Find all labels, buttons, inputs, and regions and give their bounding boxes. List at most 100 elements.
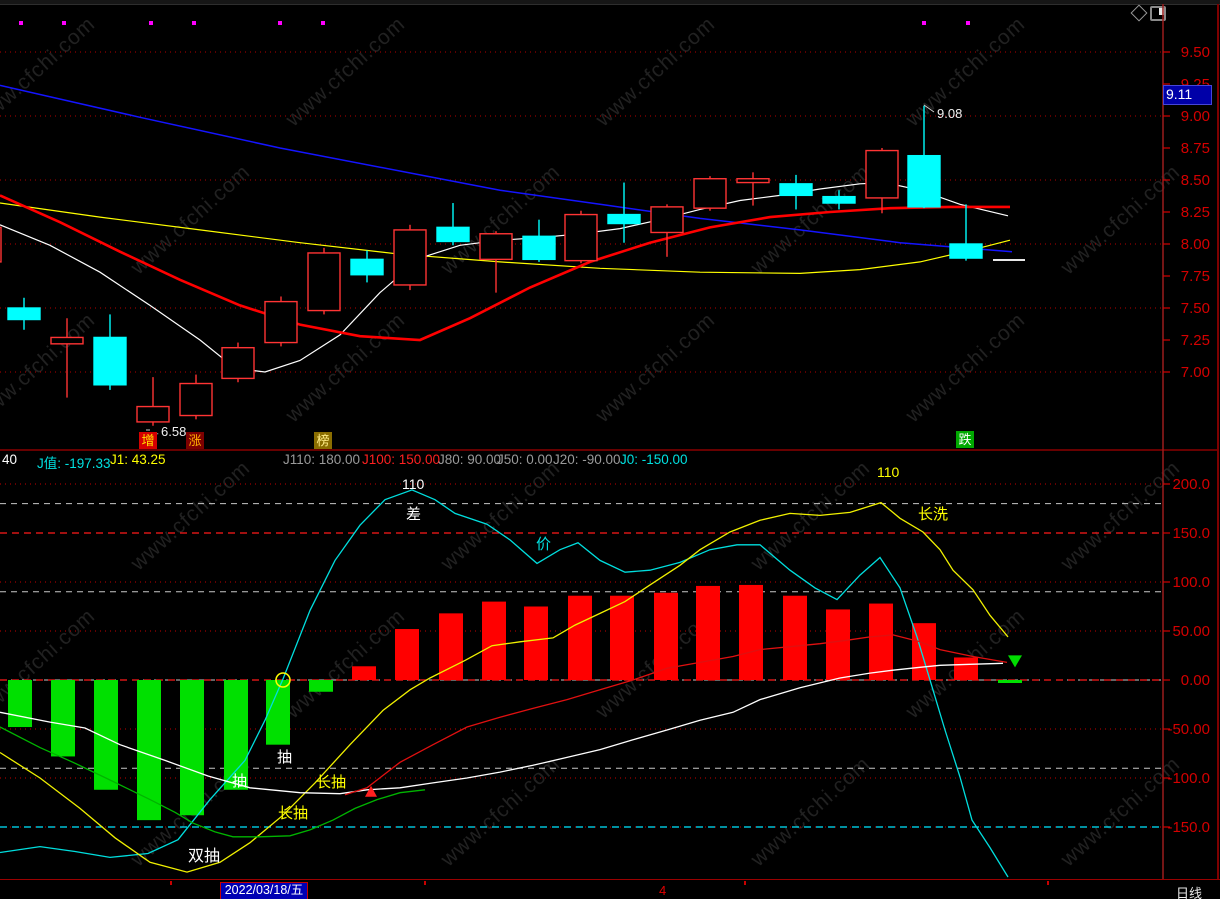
slow-white-line — [0, 662, 1004, 795]
candle-body — [350, 258, 384, 276]
MA-blue-line — [0, 84, 1013, 253]
status-bar: 2022/03/18/五 4 日线 — [0, 879, 1220, 899]
histogram-bar — [654, 592, 678, 680]
indicator-label: 长洗 — [918, 506, 948, 523]
indicator-label: 差 — [406, 506, 421, 523]
timeline-tick — [170, 881, 172, 885]
legend-item: J50: 0.00 — [497, 452, 553, 467]
candle-body — [50, 336, 84, 345]
date-badge: 2022/03/18/五 — [220, 882, 308, 899]
histogram-bar — [610, 595, 634, 680]
candle-body — [907, 154, 941, 208]
indicator-axis-label: 100.0 — [1172, 574, 1210, 591]
candle-body — [479, 233, 513, 261]
indicator-axis-label: 150.0 — [1172, 525, 1210, 542]
candle-body — [7, 307, 41, 321]
legend-item: J20: -90.00 — [553, 452, 621, 467]
indicator-axis-label: -150.0 — [1167, 819, 1210, 836]
candle-body — [607, 213, 641, 225]
histogram-bar — [51, 680, 75, 757]
histogram-bar — [309, 680, 333, 692]
buy-triangle-icon — [365, 785, 377, 797]
candle-body — [564, 213, 598, 262]
indicator-axis-label: -100.0 — [1167, 770, 1210, 787]
candle-body — [822, 195, 856, 204]
legend-item: J值: -197.33 — [37, 456, 111, 471]
price-axis-label: 9.50 — [1180, 44, 1210, 61]
MA-red-line — [0, 194, 1010, 342]
price-axis-label: 8.00 — [1180, 236, 1210, 253]
signal-dot — [966, 21, 970, 25]
indicator-axis-label: 0.00 — [1180, 672, 1210, 689]
legend-item: J1: 43.25 — [110, 452, 166, 467]
indicator-label: 110 — [402, 476, 425, 492]
histogram-bar — [352, 666, 376, 680]
legend-item: J110: 180.00 — [283, 452, 361, 467]
histogram-bar — [439, 613, 463, 680]
annotation-leader — [923, 104, 935, 113]
legend-item: 40 — [2, 452, 18, 467]
window-split-icon-pane — [1159, 8, 1164, 15]
indicator-axis-label: -50.00 — [1167, 721, 1210, 738]
candle-body — [93, 336, 127, 386]
indicator-axis-label: 200.0 — [1172, 476, 1210, 493]
indicator-label: 抽 — [277, 749, 292, 766]
indicator-axis-label: 50.00 — [1172, 623, 1210, 640]
histogram-bar — [739, 584, 763, 680]
window-split-icon[interactable] — [1150, 6, 1166, 21]
candle-body — [307, 252, 341, 312]
candle-body — [779, 183, 813, 197]
legend-item: J100: 150.00 — [362, 452, 441, 467]
candle-body — [522, 235, 556, 261]
legend-item: J80: 90.00 — [438, 452, 502, 467]
candle-body — [736, 178, 770, 184]
zero-cross-circle — [275, 672, 291, 688]
price-axis-label: 7.00 — [1180, 364, 1210, 381]
MA-white-line — [0, 181, 1009, 373]
candle-body — [221, 346, 255, 380]
candle-body — [949, 243, 983, 259]
candle-body — [179, 382, 213, 417]
signal-dot — [278, 21, 282, 25]
aux-green-line — [0, 726, 426, 838]
indicator-label: 双抽 — [188, 847, 220, 865]
signal-dot — [149, 21, 153, 25]
histogram-bar — [8, 680, 32, 728]
collapsed-toolbar[interactable] — [0, 0, 1220, 5]
J1-line — [0, 501, 1009, 873]
price-axis-label: 7.50 — [1180, 300, 1210, 317]
signal-flag-badge: 跌 — [956, 431, 974, 448]
histogram-bar — [998, 680, 1022, 683]
sell-triangle-icon — [1008, 655, 1022, 668]
candle-body — [650, 206, 684, 234]
histogram-bar — [395, 629, 419, 680]
indicator-label: 价 — [536, 536, 551, 553]
price-axis-label: 7.75 — [1180, 268, 1210, 285]
timeline-tick — [424, 881, 426, 885]
indicator-label: 110 — [877, 464, 900, 480]
J-line — [0, 489, 1009, 878]
histogram-bar — [180, 680, 204, 816]
price-axis-label: 8.75 — [1180, 140, 1210, 157]
indicator-label: 长抽 — [278, 805, 308, 822]
price-axis-label: 8.25 — [1180, 204, 1210, 221]
price-axis-label: 7.25 — [1180, 332, 1210, 349]
candle-body — [264, 300, 298, 344]
histogram-bar — [568, 595, 592, 680]
candle-body — [393, 229, 427, 286]
legend-item: J0: -150.00 — [620, 452, 688, 467]
month-marker: 4 — [659, 883, 667, 898]
signal-flag-badge: 榜 — [314, 432, 332, 449]
signal-dot — [192, 21, 196, 25]
period-label[interactable]: 日线 — [1176, 886, 1203, 899]
price-annotation: ←6.58 — [148, 424, 186, 439]
signal-dot — [321, 21, 325, 25]
timeline-tick — [1047, 881, 1049, 885]
price-annotation: 9.08 — [937, 106, 962, 121]
histogram-bar — [524, 606, 548, 680]
candle-body — [0, 226, 2, 263]
histogram-bar — [482, 601, 506, 680]
histogram-bar — [826, 609, 850, 680]
